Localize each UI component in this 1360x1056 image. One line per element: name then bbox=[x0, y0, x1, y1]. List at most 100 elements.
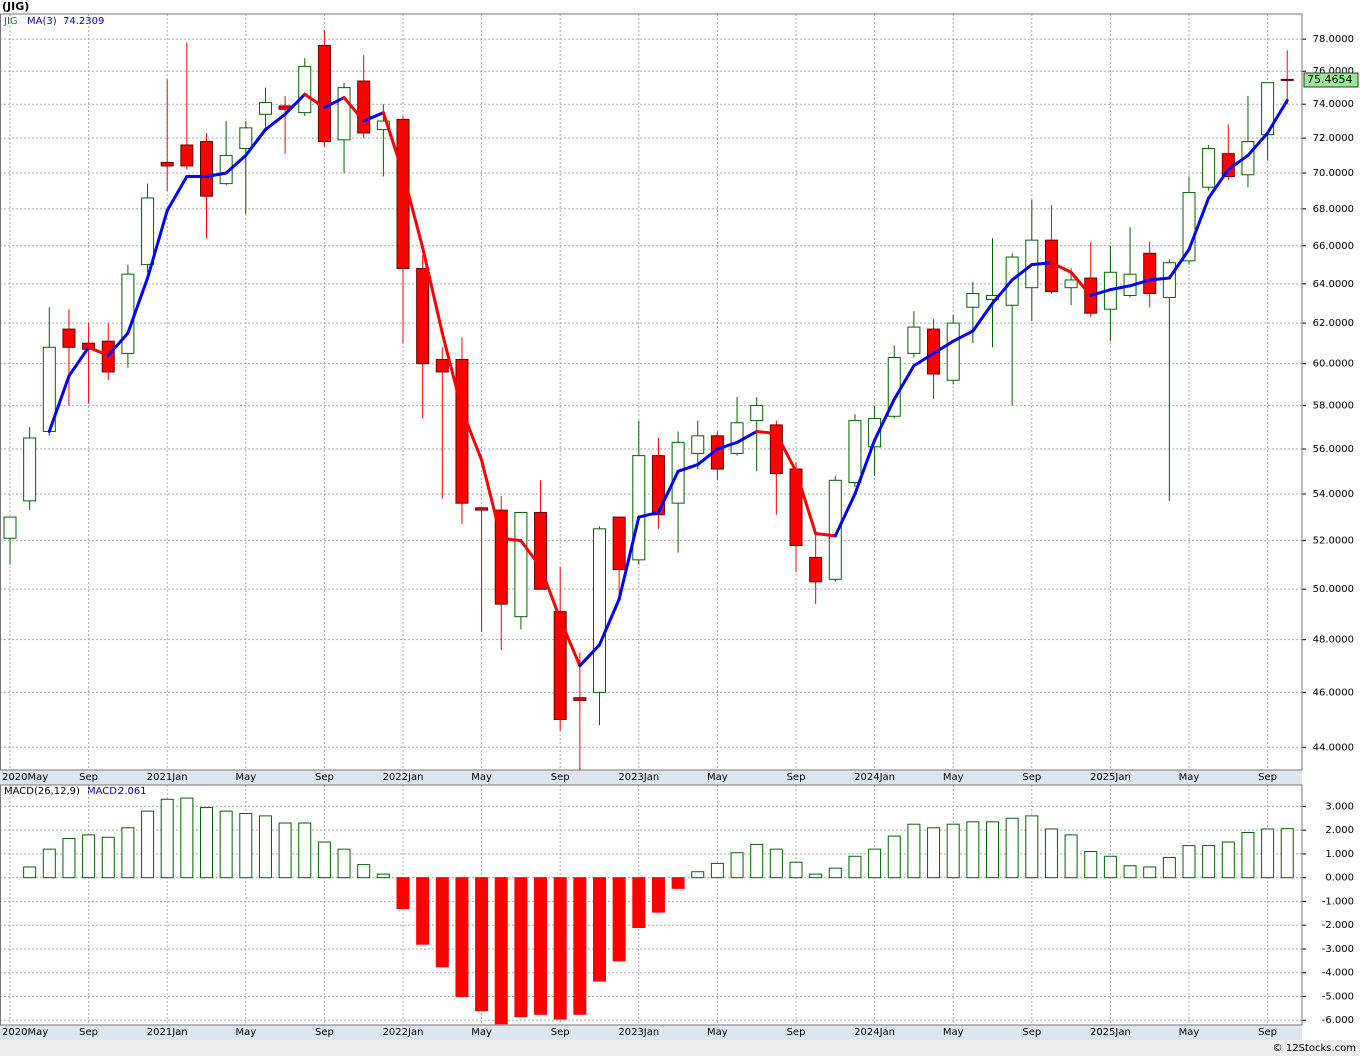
candle-body bbox=[907, 326, 921, 354]
x-tick-label: Sep bbox=[315, 772, 334, 783]
macd-bar bbox=[317, 841, 331, 879]
ma-segment bbox=[932, 339, 955, 355]
ma-segment bbox=[794, 469, 818, 536]
ma-segment bbox=[205, 171, 228, 179]
ma-segment bbox=[578, 643, 601, 668]
candle-body bbox=[534, 511, 548, 590]
macd-bar bbox=[1182, 845, 1196, 879]
macd-bar bbox=[42, 848, 56, 879]
ma-segment bbox=[460, 408, 484, 462]
candle-body bbox=[62, 328, 76, 348]
candle-body bbox=[121, 273, 135, 354]
candle-body bbox=[317, 44, 331, 143]
ma-segment bbox=[303, 92, 326, 110]
x-tick-label: May bbox=[471, 1027, 492, 1038]
candle-body bbox=[200, 141, 213, 197]
ma-segment bbox=[735, 429, 759, 444]
ma-segment bbox=[1049, 261, 1073, 274]
y-tick-label: 56.0000 bbox=[1313, 444, 1354, 455]
ma-segment bbox=[1167, 248, 1191, 280]
x-tick-label: May bbox=[943, 1027, 964, 1038]
macd-bar bbox=[180, 797, 194, 879]
footer: © 12Stocks.com bbox=[1273, 1043, 1356, 1054]
x-tick-label: 2024Jan bbox=[854, 1027, 895, 1038]
x-tick-label: Sep bbox=[551, 772, 570, 783]
candle-body bbox=[1202, 147, 1216, 188]
ma-segment bbox=[342, 96, 366, 123]
ma-segment bbox=[1246, 131, 1270, 157]
ma-segment bbox=[853, 438, 877, 496]
x-tick-label: 2025Jan bbox=[1090, 1027, 1131, 1038]
ma-segment bbox=[1226, 153, 1250, 171]
ma-segment bbox=[656, 469, 680, 514]
ma-segment bbox=[67, 345, 91, 378]
x-tick-label: Sep bbox=[1022, 772, 1041, 783]
y-tick-label: 54.0000 bbox=[1313, 489, 1354, 500]
y-tick-label: 3.000 bbox=[1325, 801, 1354, 812]
candle-body bbox=[809, 556, 823, 583]
ma-segment bbox=[480, 458, 503, 540]
x-tick-label: 2025Jan bbox=[1090, 772, 1131, 783]
candle-body bbox=[494, 509, 508, 605]
y-tick-label: 0.000 bbox=[1325, 873, 1354, 884]
x-tick-label: 2020May bbox=[2, 772, 48, 783]
y-tick-label: 60.0000 bbox=[1313, 359, 1354, 370]
ma-segment bbox=[833, 492, 857, 538]
macd-bar bbox=[828, 867, 842, 879]
ma-segment bbox=[1030, 261, 1053, 267]
ma-segment bbox=[263, 112, 287, 132]
candle-body bbox=[180, 144, 194, 167]
y-tick-label: 52.0000 bbox=[1313, 536, 1354, 547]
panel-border bbox=[0, 13, 1303, 771]
candle-body bbox=[573, 697, 587, 701]
candle-body bbox=[141, 197, 155, 266]
macd-legend-value: 2.061 bbox=[118, 786, 147, 797]
y-tick-label: -1.000 bbox=[1322, 896, 1354, 907]
x-tick-label: May bbox=[235, 772, 256, 783]
x-tick-label: Sep bbox=[787, 772, 806, 783]
x-tick-label: 2021Jan bbox=[147, 772, 188, 783]
y-tick-label: 58.0000 bbox=[1313, 401, 1354, 412]
ma-segment bbox=[224, 153, 248, 175]
macd-bar bbox=[1084, 851, 1098, 879]
ma-segment bbox=[126, 276, 150, 335]
x-tick-label: May bbox=[707, 1027, 728, 1038]
candle-body bbox=[868, 417, 882, 448]
y-tick-label: 50.0000 bbox=[1313, 584, 1354, 595]
last-price-label: 75.4654 bbox=[1307, 73, 1353, 86]
y-tick-label: -6.000 bbox=[1322, 1015, 1354, 1026]
y-tick-label: 64.0000 bbox=[1313, 279, 1354, 290]
candle-body bbox=[651, 455, 665, 516]
candle-body bbox=[848, 420, 862, 484]
ma-segment bbox=[1089, 288, 1112, 297]
ma-segment bbox=[637, 510, 660, 519]
legend-symbol: JIG bbox=[3, 16, 18, 27]
macd-bar bbox=[1044, 828, 1058, 879]
macd-bar bbox=[593, 877, 606, 982]
candle-body bbox=[828, 479, 842, 580]
x-tick-label: May bbox=[1179, 772, 1200, 783]
ma-segment bbox=[421, 246, 444, 335]
ma-segment bbox=[755, 429, 778, 436]
macd-bar bbox=[160, 798, 174, 879]
ma-segment bbox=[1187, 196, 1211, 252]
macd-bar bbox=[750, 843, 764, 879]
macd-bar bbox=[494, 877, 508, 1025]
macd-bar bbox=[710, 862, 724, 879]
ma-segment bbox=[715, 440, 739, 451]
candle-body bbox=[23, 437, 37, 502]
ma-segment bbox=[617, 515, 641, 601]
macd-bar bbox=[455, 877, 469, 997]
candle-body bbox=[416, 267, 430, 365]
ma-segment bbox=[912, 351, 936, 368]
x-tick-label: Sep bbox=[1022, 1027, 1041, 1038]
y-tick-label: 2.000 bbox=[1325, 825, 1354, 836]
macd-bar bbox=[986, 821, 999, 879]
macd-bar bbox=[101, 836, 115, 879]
macd-bar bbox=[514, 877, 528, 1018]
ma-segment bbox=[774, 432, 798, 473]
macd-bar bbox=[927, 827, 941, 879]
macd-bar bbox=[141, 810, 155, 879]
x-tick-label: Sep bbox=[551, 1027, 570, 1038]
candle-body bbox=[553, 611, 567, 721]
